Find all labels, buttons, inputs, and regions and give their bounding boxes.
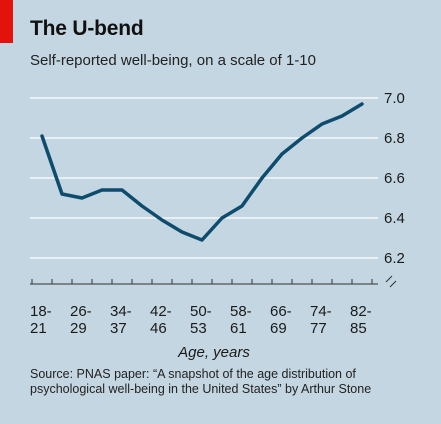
y-tick-label: 7.0 <box>384 90 405 107</box>
x-tick-label: 53 <box>190 320 207 337</box>
x-tick-label: 66- <box>270 303 292 320</box>
x-tick-label: 18- <box>30 303 52 320</box>
x-tick-label: 77 <box>310 320 327 337</box>
x-tick-label: 85 <box>350 320 367 337</box>
chart-subtitle: Self-reported well-being, on a scale of … <box>30 52 316 69</box>
x-tick-label: 61 <box>230 320 247 337</box>
x-tick-label: 46 <box>150 320 167 337</box>
x-tick-label: 50- <box>190 303 212 320</box>
y-tick-label: 6.2 <box>384 250 405 267</box>
axis-break-icon <box>385 275 397 288</box>
y-tick-label: 6.6 <box>384 170 405 187</box>
accent-bar <box>0 0 13 43</box>
source-note: Source: PNAS paper: “A snapshot of the a… <box>30 367 372 396</box>
x-tick-label: 82- <box>350 303 372 320</box>
x-tick-label: 21 <box>30 320 47 337</box>
x-tick-label: 29 <box>70 320 87 337</box>
x-tick-label: 58- <box>230 303 252 320</box>
x-tick-label: 74- <box>310 303 332 320</box>
x-tick-label: 34- <box>110 303 132 320</box>
x-tick-label: 26- <box>70 303 92 320</box>
chart-title: The U-bend <box>30 17 144 40</box>
x-tick-label: 37 <box>110 320 127 337</box>
series-line <box>40 102 364 242</box>
x-tick-label: 42- <box>150 303 172 320</box>
x-axis-title: Age, years <box>177 344 250 361</box>
y-tick-label: 6.4 <box>384 210 405 227</box>
x-tick-label: 69 <box>270 320 287 337</box>
y-tick-label: 6.8 <box>384 130 405 147</box>
